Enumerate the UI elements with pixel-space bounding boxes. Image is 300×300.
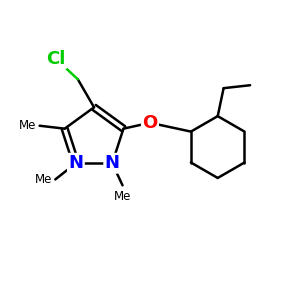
- Text: N: N: [105, 154, 120, 172]
- Text: Me: Me: [19, 119, 37, 132]
- Text: Me: Me: [35, 173, 52, 186]
- Text: N: N: [68, 154, 83, 172]
- Text: Me: Me: [114, 190, 131, 203]
- Text: Cl: Cl: [46, 50, 65, 68]
- Text: O: O: [142, 114, 158, 132]
